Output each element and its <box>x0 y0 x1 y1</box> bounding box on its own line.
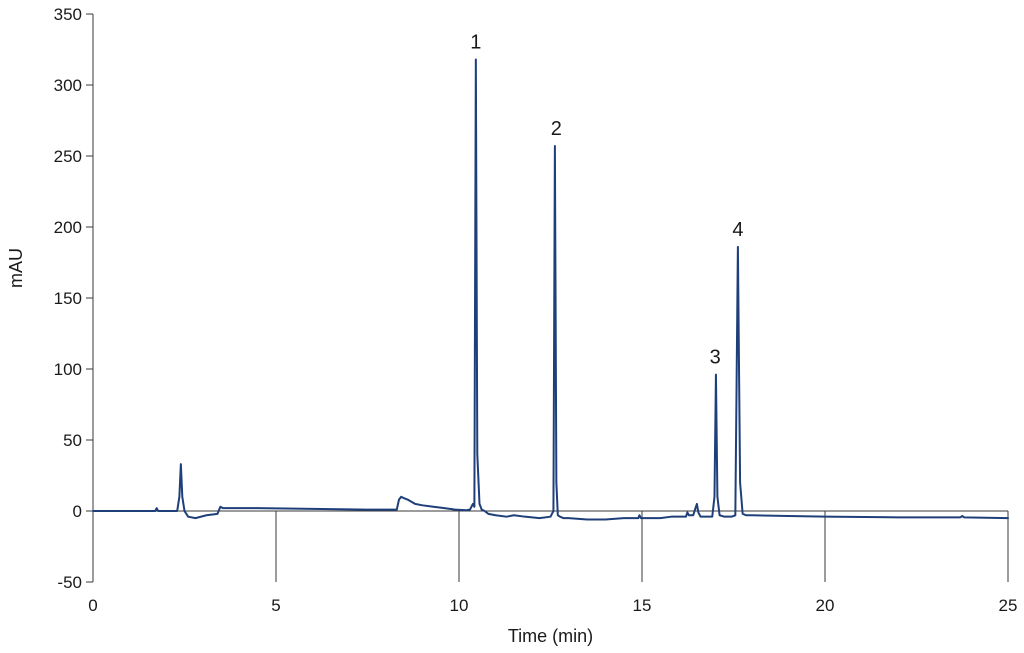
peak-label-3: 3 <box>710 347 721 369</box>
y-tick-label: 300 <box>54 76 82 95</box>
y-tick-label: 150 <box>54 289 82 308</box>
x-tick-label: 10 <box>450 596 469 615</box>
peak-annotations: 1 2 3 4 <box>470 31 743 368</box>
y-axis-ticks: -50 0 50 100 150 200 250 300 350 <box>54 5 93 592</box>
x-tick-label: 5 <box>271 596 280 615</box>
peak-label-4: 4 <box>732 219 743 241</box>
y-tick-label: 250 <box>54 147 82 166</box>
y-tick-label: 50 <box>63 431 82 450</box>
series-layer <box>92 58 1009 521</box>
y-tick-label: 100 <box>54 360 82 379</box>
y-tick-label: -50 <box>57 573 82 592</box>
y-tick-label: 350 <box>54 5 82 24</box>
x-axis-title: Time (min) <box>508 626 593 646</box>
y-axis-title: mAU <box>6 248 26 288</box>
y-tick-label: 0 <box>73 502 82 521</box>
peak-label-2: 2 <box>551 118 562 140</box>
peak-label-1: 1 <box>470 31 481 53</box>
x-tick-label: 0 <box>88 596 97 615</box>
x-tick-label: 25 <box>999 596 1018 615</box>
x-tick-label: 20 <box>816 596 835 615</box>
x-tick-label: 15 <box>633 596 652 615</box>
chromatogram-trace <box>92 58 1009 521</box>
x-axis-ticks: 0 5 10 15 20 25 <box>88 511 1017 615</box>
y-tick-label: 200 <box>54 218 82 237</box>
